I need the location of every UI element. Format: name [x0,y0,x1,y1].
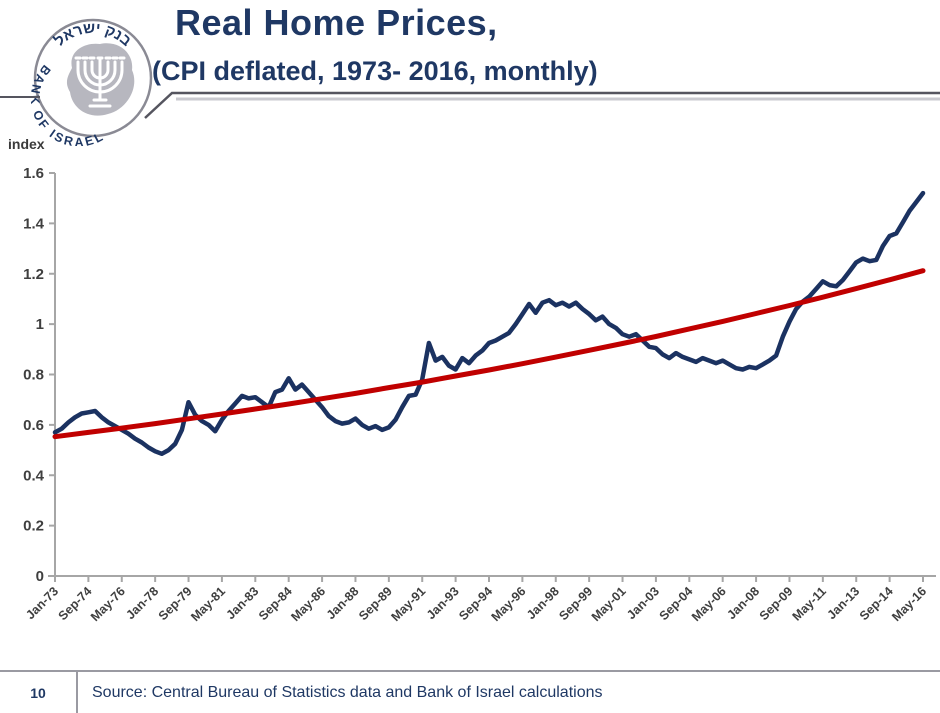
x-axis-tick-label: Jan-13 [824,584,862,622]
x-axis-tick-label: Sep-04 [657,584,696,623]
x-axis-tick-label: Jan-78 [123,584,161,622]
y-axis-tick-label: 1.2 [23,266,44,283]
y-axis-tick-label: 0 [36,568,44,585]
y-axis-tick-label: 0.2 [23,518,44,535]
x-axis-tick-label: Sep-94 [456,584,495,623]
x-axis-tick-label: May-86 [288,584,328,624]
x-axis-tick-label: May-76 [88,584,128,624]
x-axis-tick-label: Sep-79 [156,584,195,623]
y-axis-tick-label: 1.4 [23,215,45,232]
x-axis-tick-label: Jan-83 [224,584,262,622]
bank-of-israel-logo: בנק ישראל BANK OF ISRAEL [28,18,153,146]
x-axis-tick-label: May-06 [689,584,729,624]
menorah-icon [74,56,126,108]
x-axis-tick-label: Sep-14 [857,584,896,623]
x-axis-tick-label: Jan-88 [324,584,362,622]
x-axis-tick-label: Sep-84 [256,584,295,623]
footer: 10 Source: Central Bureau of Statistics … [0,670,940,713]
page-number: 10 [0,672,78,713]
x-axis-tick-label: Sep-74 [56,584,95,623]
real-home-price-index-line [52,190,926,457]
x-axis-tick-label: Sep-99 [556,584,595,623]
line-chart: 0 0.2 0.4 0.6 0.8 1 1.2 1.4 1.6 Jan-73Sep-74May-7… [23,165,936,624]
x-axis-tick-label: May-91 [388,584,428,624]
page-title: Real Home Prices, [175,2,498,43]
x-axis-tick-label: May-01 [589,584,629,624]
page-subtitle: (CPI deflated, 1973- 2016, monthly) [152,56,598,86]
y-axis-unit-label: index [8,136,45,152]
y-axis-tick-label: 0.4 [23,467,45,484]
x-axis-tick-label: Jan-73 [23,584,61,622]
x-axis-tick-label: May-81 [188,584,228,624]
x-axis-tick-label: Jan-03 [624,584,662,622]
x-axis-tick-label: May-11 [790,584,829,623]
x-axis-tick-label: May-16 [889,584,929,624]
source-text: Source: Central Bureau of Statistics dat… [92,683,603,701]
x-axis-tick-label: Sep-09 [757,584,796,623]
y-axis-tick-label: 1.6 [23,165,44,182]
x-axis-tick-label: May-96 [489,584,529,624]
y-axis-tick-label: 1 [36,316,44,333]
y-axis-tick-label: 0.6 [23,417,44,434]
x-axis-tick-label: Jan-08 [724,584,762,622]
x-axis-tick-label: Jan-93 [424,584,462,622]
y-axis-tick-label: 0.8 [23,367,44,384]
exponential-trend-line [52,268,926,440]
x-axis-tick-label: Sep-89 [356,584,395,623]
x-axis-tick-label: Jan-98 [524,584,562,622]
